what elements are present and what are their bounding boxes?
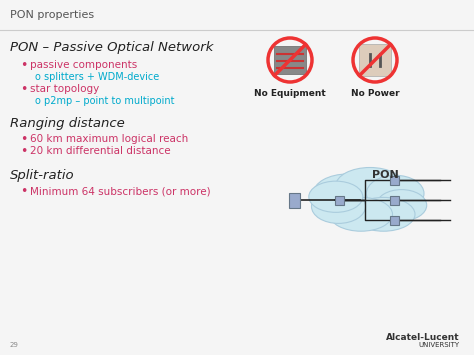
Ellipse shape [309, 181, 363, 212]
Text: •: • [20, 132, 27, 146]
FancyBboxPatch shape [290, 192, 301, 208]
FancyBboxPatch shape [336, 196, 345, 204]
Text: star topology: star topology [30, 84, 99, 94]
Text: 20 km differential distance: 20 km differential distance [30, 146, 171, 156]
FancyBboxPatch shape [359, 44, 391, 76]
Text: passive components: passive components [30, 60, 137, 70]
Text: •: • [20, 59, 27, 71]
Text: PON properties: PON properties [10, 10, 94, 20]
FancyBboxPatch shape [391, 175, 400, 185]
Ellipse shape [311, 190, 365, 223]
Text: 29: 29 [10, 342, 19, 348]
Text: •: • [20, 185, 27, 197]
Text: Ranging distance: Ranging distance [10, 116, 125, 130]
Text: Split-ratio: Split-ratio [10, 169, 74, 181]
Text: o splitters + WDM-device: o splitters + WDM-device [35, 72, 159, 82]
FancyBboxPatch shape [274, 46, 306, 74]
Ellipse shape [376, 190, 427, 221]
Text: o p2mp – point to multipoint: o p2mp – point to multipoint [35, 96, 174, 106]
Ellipse shape [336, 168, 404, 204]
Text: No Power: No Power [351, 89, 399, 98]
FancyBboxPatch shape [391, 196, 400, 204]
Text: Alcatel-Lucent: Alcatel-Lucent [386, 333, 460, 342]
Text: PON: PON [372, 170, 398, 180]
Ellipse shape [366, 175, 424, 212]
Text: No Equipment: No Equipment [254, 89, 326, 98]
Text: Minimum 64 subscribers (or more): Minimum 64 subscribers (or more) [30, 186, 210, 196]
FancyBboxPatch shape [391, 215, 400, 224]
Ellipse shape [352, 197, 415, 231]
Text: 60 km maximum logical reach: 60 km maximum logical reach [30, 134, 188, 144]
Text: •: • [20, 144, 27, 158]
Ellipse shape [329, 197, 392, 231]
Text: UNIVERSITY: UNIVERSITY [419, 342, 460, 348]
Text: PON – Passive Optical Network: PON – Passive Optical Network [10, 40, 213, 54]
Text: •: • [20, 82, 27, 95]
Ellipse shape [313, 174, 382, 213]
